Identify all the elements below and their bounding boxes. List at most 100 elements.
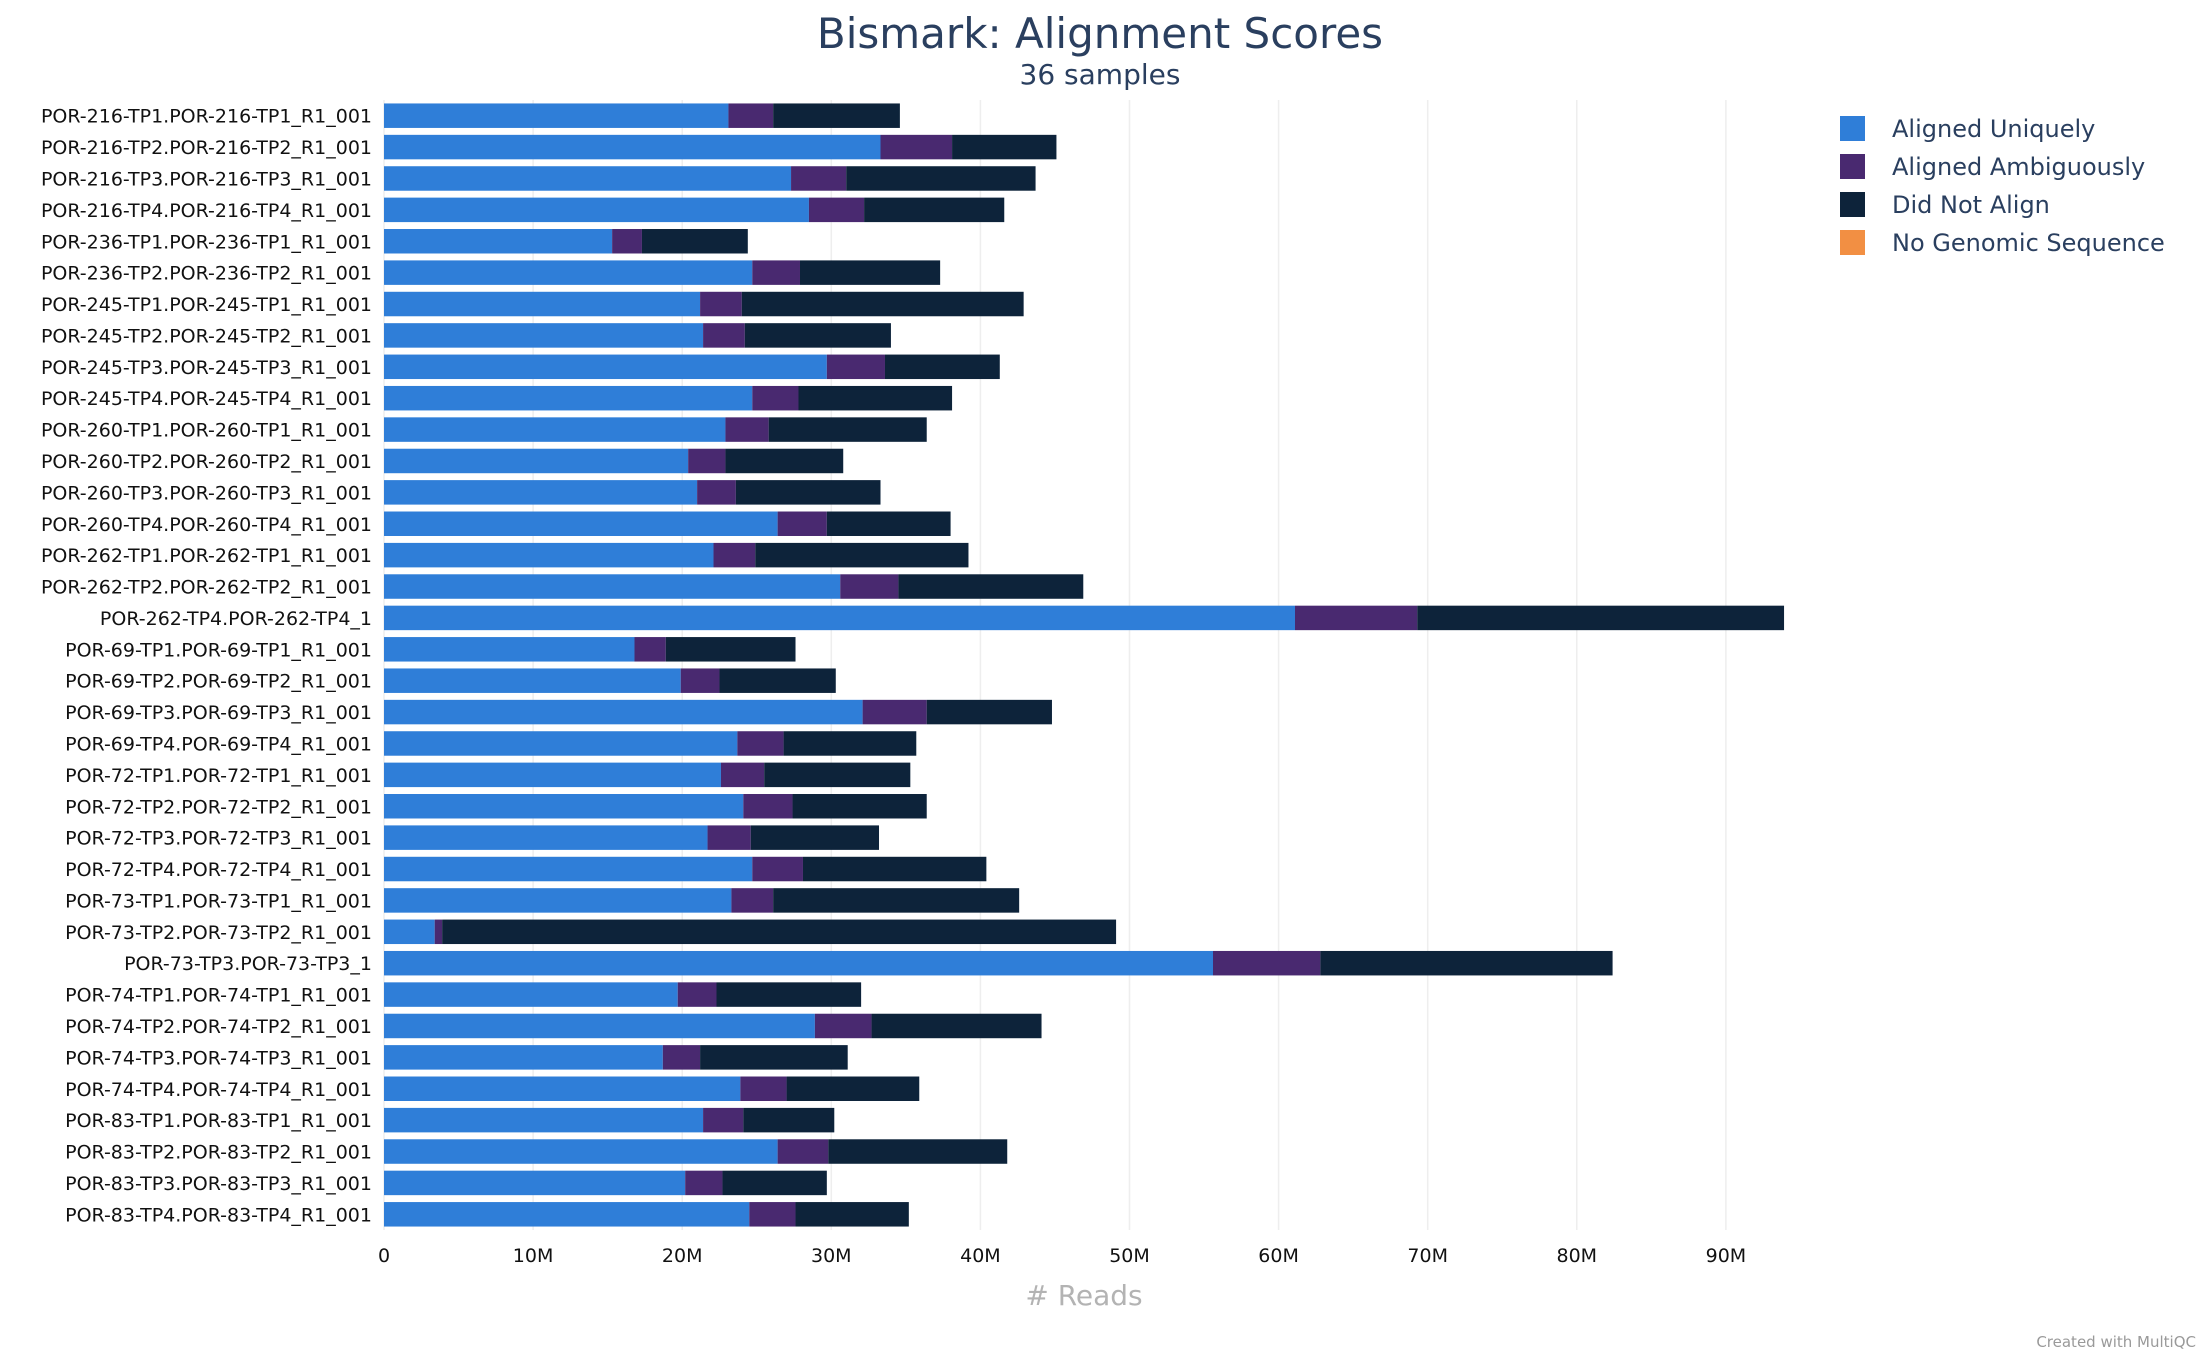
bar-segment[interactable]: Did Not Align: 6100000 [743, 1107, 835, 1133]
bar-segment[interactable]: Aligned Ambiguously: 3400000 [752, 856, 803, 882]
bar-segment[interactable]: Did Not Align: 16500000 [773, 888, 1020, 913]
bar-segment[interactable]: Aligned Ambiguously: 2800000 [703, 323, 745, 348]
bar-segment[interactable]: Did Not Align: 9800000 [764, 762, 911, 788]
bar-stack[interactable]: Aligned Uniquely: 21000000Aligned Ambigu… [384, 480, 881, 505]
bar-stack[interactable]: Aligned Uniquely: 24500000Aligned Ambigu… [384, 1202, 909, 1227]
bar-segment[interactable]: Aligned Uniquely: 55600000 [384, 950, 1213, 976]
bar-stack[interactable]: Aligned Uniquely: 21400000Aligned Ambigu… [384, 1107, 835, 1133]
bar-segment[interactable]: Aligned Uniquely: 23700000 [384, 731, 738, 756]
bar-stack[interactable]: Aligned Uniquely: 61100000Aligned Ambigu… [384, 605, 1785, 631]
bar-stack[interactable]: Aligned Uniquely: 29700000Aligned Ambigu… [384, 354, 1000, 380]
bar-segment[interactable]: Aligned Ambiguously: 2600000 [677, 982, 717, 1007]
bar-segment[interactable]: Did Not Align: 8400000 [926, 699, 1052, 725]
bar-segment[interactable]: Did Not Align: 12700000 [846, 166, 1036, 191]
bar-stack[interactable]: Aligned Uniquely: 23100000Aligned Ambigu… [384, 103, 900, 128]
bar-segment[interactable]: Aligned Ambiguously: 2500000 [662, 1045, 701, 1070]
bar-segment[interactable]: Aligned Uniquely: 21400000 [384, 323, 704, 348]
bar-segment[interactable]: Did Not Align: 7900000 [725, 448, 844, 474]
bar-stack[interactable]: Aligned Uniquely: 21200000Aligned Ambigu… [384, 291, 1024, 317]
bar-stack[interactable]: Aligned Uniquely: 55600000Aligned Ambigu… [384, 950, 1613, 976]
bar-segment[interactable]: Aligned Ambiguously: 4800000 [880, 134, 953, 160]
bar-segment[interactable]: Aligned Ambiguously: 2800000 [731, 888, 774, 913]
bar-segment[interactable]: Aligned Ambiguously: 500000 [434, 919, 443, 945]
bar-stack[interactable]: Aligned Uniquely: 19900000Aligned Ambigu… [384, 668, 836, 693]
bar-stack[interactable]: Aligned Uniquely: 21700000Aligned Ambigu… [384, 825, 880, 850]
bar-segment[interactable]: Did Not Align: 8700000 [665, 637, 796, 662]
bar-segment[interactable]: Aligned Ambiguously: 8200000 [1295, 605, 1418, 631]
legend[interactable]: Aligned Uniquely Aligned Ambiguously Did N… [1840, 115, 2165, 257]
bar-segment[interactable]: Aligned Uniquely: 24700000 [384, 260, 753, 285]
bar-segment[interactable]: Did Not Align: 19600000 [1320, 950, 1613, 976]
bar-segment[interactable]: Aligned Ambiguously: 3000000 [728, 103, 774, 128]
bar-stack[interactable]: Aligned Uniquely: 28500000Aligned Ambigu… [384, 197, 1005, 223]
bar-segment[interactable]: Aligned Ambiguously: 3700000 [808, 197, 865, 223]
bar-segment[interactable]: Aligned Ambiguously: 2800000 [713, 542, 756, 568]
bar-segment[interactable]: Aligned Uniquely: 23100000 [384, 103, 729, 128]
bar-segment[interactable]: Aligned Uniquely: 33300000 [384, 134, 881, 160]
bar-stack[interactable]: Aligned Uniquely: 20200000Aligned Ambigu… [384, 1170, 827, 1196]
bar-segment[interactable]: Aligned Ambiguously: 3300000 [777, 511, 827, 536]
bar-segment[interactable]: Did Not Align: 8900000 [783, 731, 917, 756]
bar-segment[interactable]: Aligned Ambiguously: 2900000 [720, 762, 765, 788]
legend-item[interactable]: Aligned Ambiguously [1840, 153, 2145, 181]
bar-segment[interactable]: Aligned Uniquely: 21000000 [384, 480, 698, 505]
bar-segment[interactable]: Did Not Align: 11400000 [871, 1013, 1042, 1039]
bar-segment[interactable]: Did Not Align: 9800000 [744, 323, 891, 348]
bar-segment[interactable]: Aligned Uniquely: 3400000 [384, 919, 435, 945]
bar-segment[interactable]: Aligned Uniquely: 15300000 [384, 229, 613, 254]
bar-segment[interactable]: Aligned Uniquely: 26400000 [384, 511, 778, 536]
bar-segment[interactable]: Aligned Uniquely: 22600000 [384, 762, 721, 788]
bar-segment[interactable]: Did Not Align: 10600000 [768, 417, 927, 442]
bar-segment[interactable]: Aligned Ambiguously: 2000000 [612, 229, 642, 254]
bar-segment[interactable]: Did Not Align: 9000000 [792, 794, 927, 819]
bar-stack[interactable]: Aligned Uniquely: 16800000Aligned Ambigu… [384, 637, 796, 662]
bar-segment[interactable]: Did Not Align: 7700000 [884, 354, 1000, 380]
bar-segment[interactable]: Did Not Align: 8900000 [786, 1076, 920, 1101]
bar-segment[interactable]: Did Not Align: 12400000 [898, 574, 1084, 599]
bar-segment[interactable]: Aligned Ambiguously: 3400000 [777, 1139, 829, 1164]
bar-segment[interactable]: Did Not Align: 7800000 [719, 668, 836, 693]
bar-stack[interactable]: Aligned Uniquely: 22600000Aligned Ambigu… [384, 762, 911, 788]
bar-segment[interactable]: Aligned Ambiguously: 2900000 [707, 825, 751, 850]
bar-segment[interactable]: Aligned Ambiguously: 2100000 [634, 637, 666, 662]
legend-item[interactable]: No Genomic Sequence [1840, 229, 2165, 257]
bar-stack[interactable]: Aligned Uniquely: 27300000Aligned Ambigu… [384, 166, 1036, 191]
legend-item[interactable]: Aligned Uniquely [1840, 115, 2095, 143]
bar-segment[interactable]: Aligned Uniquely: 22100000 [384, 542, 714, 568]
bar-segment[interactable]: Aligned Uniquely: 32100000 [384, 699, 863, 725]
bar-segment[interactable]: Aligned Uniquely: 23900000 [384, 1076, 741, 1101]
bar-segment[interactable]: Aligned Ambiguously: 3100000 [740, 1076, 787, 1101]
bar-segment[interactable]: Aligned Ambiguously: 3100000 [737, 731, 784, 756]
bar-stack[interactable]: Aligned Uniquely: 23900000Aligned Ambigu… [384, 1076, 920, 1101]
bar-segment[interactable]: Did Not Align: 18900000 [741, 291, 1024, 317]
bar-segment[interactable]: Did Not Align: 9700000 [735, 480, 881, 505]
bar-segment[interactable]: Aligned Uniquely: 21700000 [384, 825, 708, 850]
bar-stack[interactable]: Aligned Uniquely: 28900000Aligned Ambigu… [384, 1013, 1042, 1039]
bar-stack[interactable]: Aligned Uniquely: 19700000Aligned Ambigu… [384, 982, 862, 1007]
bar-segment[interactable]: Aligned Uniquely: 24500000 [384, 1202, 750, 1227]
bar-stack[interactable]: Aligned Uniquely: 21400000Aligned Ambigu… [384, 323, 891, 348]
bar-segment[interactable]: Did Not Align: 45200000 [442, 919, 1117, 945]
bar-stack[interactable]: Aligned Uniquely: 32100000Aligned Ambigu… [384, 699, 1052, 725]
bar-segment[interactable]: Did Not Align: 9400000 [864, 197, 1005, 223]
bar-stack[interactable]: Aligned Uniquely: 22100000Aligned Ambigu… [384, 542, 969, 568]
bar-stack[interactable]: Aligned Uniquely: 3400000Aligned Ambiguo… [384, 919, 1117, 945]
bar-segment[interactable]: Did Not Align: 7600000 [795, 1202, 909, 1227]
bar-segment[interactable]: Aligned Uniquely: 20400000 [384, 448, 689, 474]
bar-segment[interactable]: Aligned Ambiguously: 3900000 [840, 574, 899, 599]
bar-segment[interactable]: Aligned Ambiguously: 2600000 [680, 668, 720, 693]
bar-segment[interactable]: Aligned Uniquely: 61100000 [384, 605, 1296, 631]
bar-segment[interactable]: Aligned Uniquely: 16800000 [384, 637, 635, 662]
bar-segment[interactable]: Did Not Align: 24600000 [1417, 605, 1785, 631]
bar-segment[interactable]: Aligned Uniquely: 24700000 [384, 385, 753, 411]
bar-segment[interactable]: Aligned Ambiguously: 3100000 [749, 1202, 796, 1227]
bar-segment[interactable]: Aligned Uniquely: 28500000 [384, 197, 809, 223]
bar-stack[interactable]: Aligned Uniquely: 30600000Aligned Ambigu… [384, 574, 1084, 599]
legend-item[interactable]: Did Not Align [1840, 191, 2050, 219]
bar-segment[interactable]: Aligned Ambiguously: 2600000 [697, 480, 736, 505]
bar-segment[interactable]: Aligned Uniquely: 30600000 [384, 574, 841, 599]
bar-segment[interactable]: Aligned Uniquely: 22900000 [384, 417, 726, 442]
bar-segment[interactable]: Did Not Align: 8600000 [750, 825, 880, 850]
bar-segment[interactable]: Aligned Ambiguously: 3300000 [743, 794, 793, 819]
bar-stack[interactable]: Aligned Uniquely: 20400000Aligned Ambigu… [384, 448, 844, 474]
